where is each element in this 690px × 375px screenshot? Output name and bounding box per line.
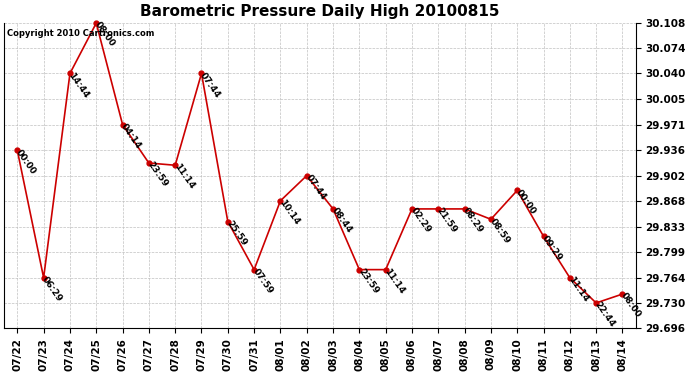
Text: 23:59: 23:59 xyxy=(356,267,380,296)
Text: 07:44: 07:44 xyxy=(304,173,328,202)
Text: 07:44: 07:44 xyxy=(198,70,222,99)
Text: 00:00: 00:00 xyxy=(514,188,538,216)
Text: 11:14: 11:14 xyxy=(566,275,591,304)
Text: Copyright 2010 Cartronics.com: Copyright 2010 Cartronics.com xyxy=(8,29,155,38)
Text: 11:14: 11:14 xyxy=(172,162,196,191)
Text: 00:00: 00:00 xyxy=(14,148,38,176)
Text: 04:14: 04:14 xyxy=(119,122,144,150)
Text: 22:44: 22:44 xyxy=(593,300,617,329)
Text: 14:44: 14:44 xyxy=(67,70,91,100)
Text: 08:44: 08:44 xyxy=(330,206,354,235)
Text: 08:29: 08:29 xyxy=(462,206,485,235)
Title: Barometric Pressure Daily High 20100815: Barometric Pressure Daily High 20100815 xyxy=(140,4,500,19)
Text: 11:14: 11:14 xyxy=(382,267,406,296)
Text: 08:00: 08:00 xyxy=(93,20,117,49)
Text: 23:59: 23:59 xyxy=(146,160,170,189)
Text: 07:59: 07:59 xyxy=(251,267,275,296)
Text: 09:29: 09:29 xyxy=(540,234,564,262)
Text: 08:59: 08:59 xyxy=(488,216,511,245)
Text: 21:59: 21:59 xyxy=(435,206,459,235)
Text: 02:29: 02:29 xyxy=(408,206,433,235)
Text: 06:29: 06:29 xyxy=(41,275,64,304)
Text: 08:00: 08:00 xyxy=(619,291,643,320)
Text: 25:59: 25:59 xyxy=(225,219,248,248)
Text: 10:14: 10:14 xyxy=(277,198,301,226)
